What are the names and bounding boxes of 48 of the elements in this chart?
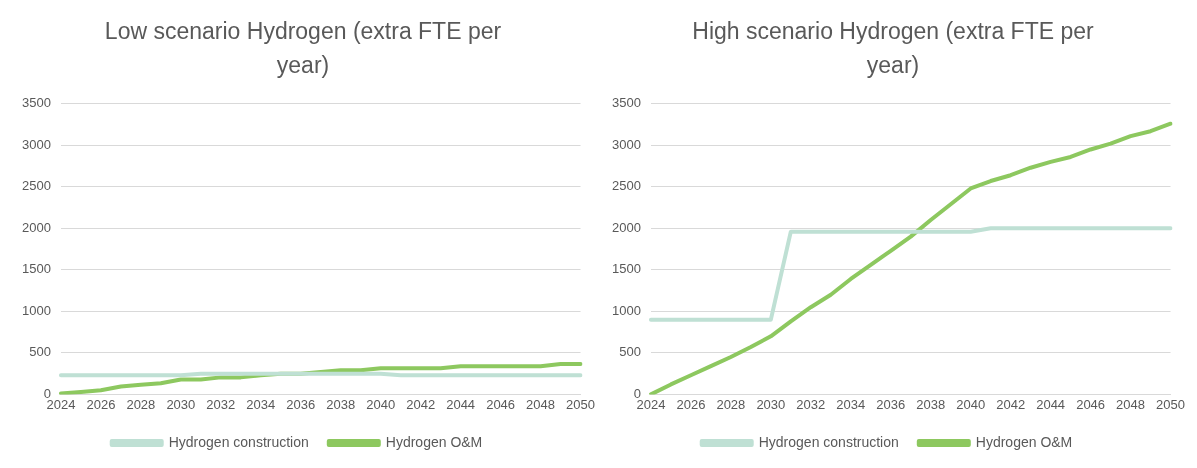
- y-tick-label: 2500: [22, 178, 51, 194]
- x-tick-label: 2036: [876, 396, 906, 412]
- y-tick-label: 3500: [612, 95, 641, 111]
- x-tick-label: 2048: [1116, 396, 1146, 412]
- x-tick-label: 2028: [716, 396, 746, 412]
- chart-title: Low scenario Hydrogen (extra FTE per year): [103, 17, 503, 80]
- x-tick-label: 2036: [286, 396, 316, 412]
- x-tick-label: 2030: [166, 396, 196, 412]
- y-tick-label: 500: [619, 344, 641, 360]
- y-tick-label: 0: [43, 385, 51, 401]
- x-tick-label: 2038: [916, 396, 946, 412]
- x-tick-label: 2028: [126, 396, 156, 412]
- legend-label: Hydrogen O&M: [385, 433, 483, 450]
- x-tick-label: 2042: [406, 396, 436, 412]
- y-tick-label: 3500: [22, 95, 51, 111]
- y-tick-label: 2000: [612, 219, 641, 235]
- x-tick-label: 2030: [756, 396, 786, 412]
- legend-label: Hydrogen construction: [168, 433, 309, 450]
- x-tick-label: 2034: [836, 396, 866, 412]
- y-tick-label: 1000: [22, 302, 51, 318]
- x-tick-label: 2046: [486, 396, 516, 412]
- x-tick-label: 2042: [996, 396, 1026, 412]
- x-tick-label: 2044: [446, 396, 476, 412]
- y-tick-label: 500: [29, 344, 51, 360]
- y-tick-label: 3000: [612, 136, 641, 152]
- y-tick-label: 2000: [22, 219, 51, 235]
- y-tick-label: 0: [633, 385, 641, 401]
- y-tick-label: 1500: [612, 261, 641, 277]
- x-tick-label: 2044: [1036, 396, 1066, 412]
- x-tick-label: 2050: [1156, 396, 1185, 412]
- legend-label: Hydrogen construction: [758, 433, 899, 450]
- y-tick-label: 1500: [22, 261, 51, 277]
- x-tick-label: 2032: [796, 396, 826, 412]
- x-tick-label: 2040: [366, 396, 396, 412]
- x-tick-label: 2046: [1076, 396, 1106, 412]
- x-tick-label: 2048: [526, 396, 556, 412]
- chart-title: High scenario Hydrogen (extra FTE per year): [691, 17, 1095, 80]
- y-tick-label: 3000: [22, 136, 51, 152]
- x-tick-label: 2032: [206, 396, 236, 412]
- y-tick-label: 1000: [612, 302, 641, 318]
- x-tick-label: 2050: [566, 396, 595, 412]
- legend-label: Hydrogen O&M: [975, 433, 1073, 450]
- x-tick-label: 2026: [86, 396, 116, 412]
- y-tick-label: 2500: [612, 178, 641, 194]
- x-tick-label: 2026: [676, 396, 706, 412]
- x-tick-label: 2038: [326, 396, 356, 412]
- x-tick-label: 2040: [956, 396, 986, 412]
- x-tick-label: 2034: [246, 396, 276, 412]
